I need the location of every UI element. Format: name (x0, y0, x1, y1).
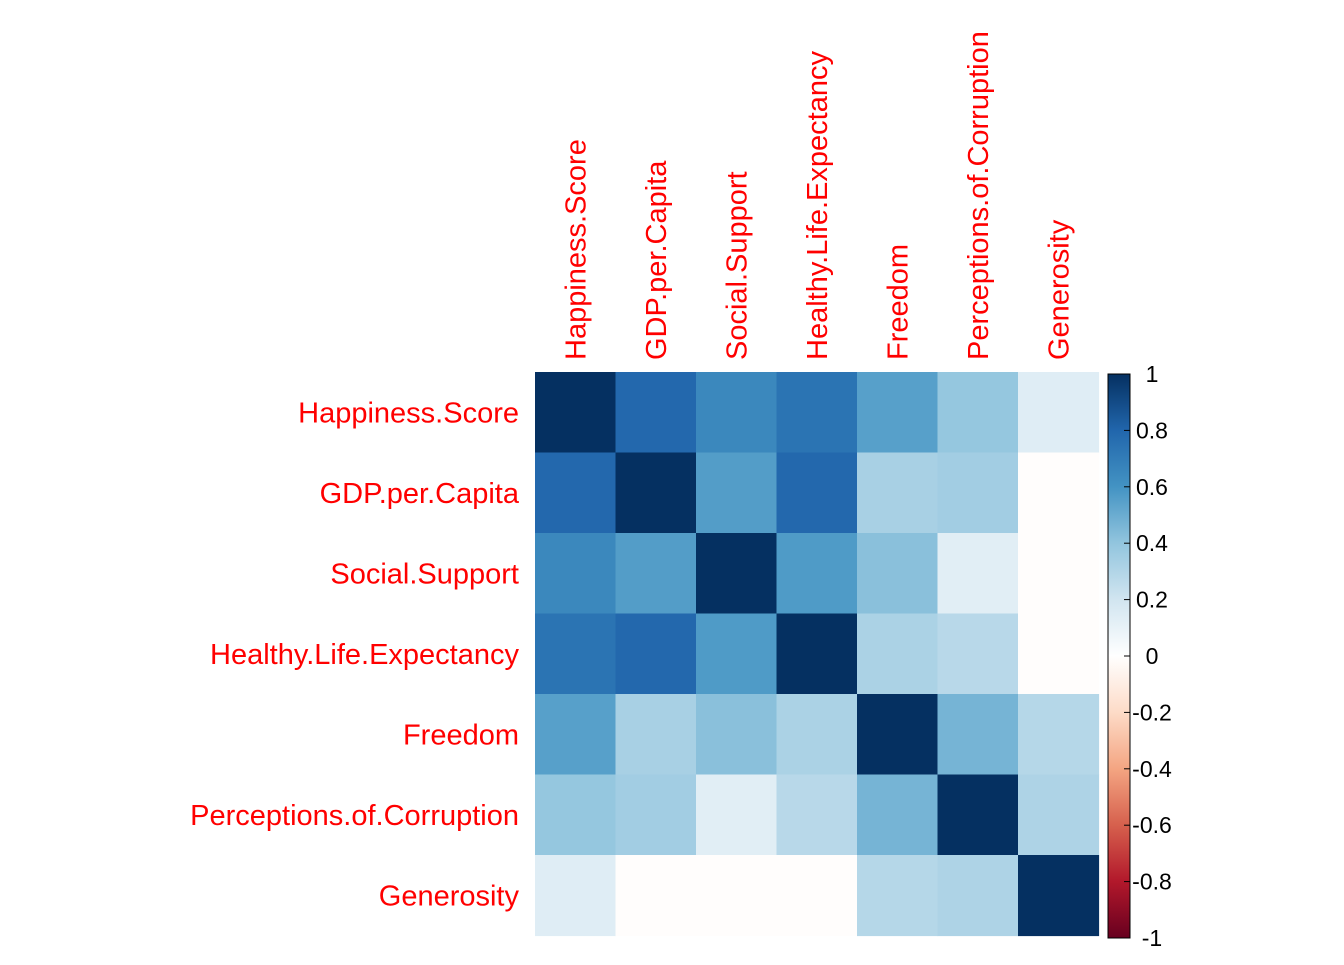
heatmap-cell (696, 452, 778, 534)
heatmap-cell (857, 855, 939, 937)
heatmap-cell (535, 855, 617, 937)
heatmap-cell (615, 452, 697, 534)
legend-tick-label: -1 (1142, 925, 1162, 951)
column-label: Happiness.Score (560, 139, 592, 360)
heatmap-cell (615, 372, 697, 454)
heatmap-cell (857, 372, 939, 454)
heatmap-cell (535, 533, 617, 615)
heatmap-cell (615, 774, 697, 856)
heatmap-cell (1018, 774, 1100, 856)
legend-tick-label: 0.4 (1136, 530, 1168, 556)
heatmap-cell (1018, 533, 1100, 615)
heatmap-cell (857, 613, 939, 695)
heatmap-cell (857, 533, 939, 615)
heatmap-cell (535, 372, 617, 454)
heatmap-cell (937, 774, 1019, 856)
heatmap-cell (696, 774, 778, 856)
legend-tick-label: 0.2 (1136, 587, 1168, 613)
column-label: Generosity (1043, 219, 1075, 360)
heatmap-cell (1018, 613, 1100, 695)
heatmap-cell (535, 694, 617, 776)
heatmap-cell (857, 774, 939, 856)
heatmap-cell (937, 533, 1019, 615)
heatmap-cell (615, 533, 697, 615)
heatmap-cell (776, 774, 858, 856)
heatmap-cell (1018, 694, 1100, 776)
heatmap-cell (776, 855, 858, 937)
column-label: Healthy.Life.Expectancy (802, 51, 834, 360)
heatmap-cell (776, 533, 858, 615)
heatmap-cell (937, 372, 1019, 454)
heatmap-cell (857, 452, 939, 534)
color-legend: 1 0.8 0.6 0.4 0.2 0 -0.2 -0.4 -0.6 -0.8 -1 (1107, 361, 1172, 951)
heatmap-cell (937, 694, 1019, 776)
heatmap-cell (776, 613, 858, 695)
legend-tick-label: -0.6 (1132, 812, 1172, 838)
heatmap-cells (535, 372, 1100, 937)
heatmap-cell (696, 372, 778, 454)
heatmap-cell (696, 694, 778, 776)
column-label: Perceptions.of.Corruption (963, 31, 995, 360)
heatmap-cell (776, 452, 858, 534)
heatmap-cell (1018, 372, 1100, 454)
heatmap-cell (1018, 452, 1100, 534)
column-label: Freedom (882, 244, 914, 360)
heatmap-cell (535, 613, 617, 695)
legend-tick-label: 0.8 (1136, 417, 1168, 443)
row-label: Healthy.Life.Expectancy (210, 639, 519, 671)
heatmap-cell (615, 855, 697, 937)
heatmap-cell (857, 694, 939, 776)
heatmap-cell (615, 694, 697, 776)
legend-tick-label: -0.2 (1132, 699, 1172, 725)
row-label: Happiness.Score (298, 397, 519, 429)
row-label: Perceptions.of.Corruption (190, 800, 519, 832)
column-label: GDP.per.Capita (641, 160, 673, 360)
legend-tick-label: 0 (1146, 643, 1159, 669)
legend-tick-label: 0.6 (1136, 474, 1168, 500)
legend-tick-label: -0.8 (1132, 869, 1172, 895)
heatmap-cell (937, 452, 1019, 534)
heatmap-cell (535, 452, 617, 534)
heatmap-cell (696, 533, 778, 615)
heatmap-cell (937, 613, 1019, 695)
heatmap-cell (535, 774, 617, 856)
heatmap-cell (696, 855, 778, 937)
row-label: Freedom (403, 719, 519, 751)
heatmap-cell (937, 855, 1019, 937)
legend-ticks: 1 0.8 0.6 0.4 0.2 0 -0.2 -0.4 -0.6 -0.8 -1 (1124, 361, 1172, 951)
heatmap-cell (776, 372, 858, 454)
legend-tick-label: 1 (1146, 361, 1159, 387)
row-label: Social.Support (330, 558, 519, 590)
heatmap-cell (696, 613, 778, 695)
legend-tick-label: -0.4 (1132, 756, 1172, 782)
row-labels: Happiness.Score GDP.per.Capita Social.Supp… (190, 397, 520, 912)
heatmap-cell (776, 694, 858, 776)
heatmap-cell (615, 613, 697, 695)
heatmap-cell (1018, 855, 1100, 937)
row-label: Generosity (379, 880, 520, 912)
column-label: Social.Support (721, 171, 753, 360)
row-label: GDP.per.Capita (320, 478, 520, 510)
column-labels: Happiness.Score GDP.per.Capita Social.Supp… (560, 31, 1075, 360)
